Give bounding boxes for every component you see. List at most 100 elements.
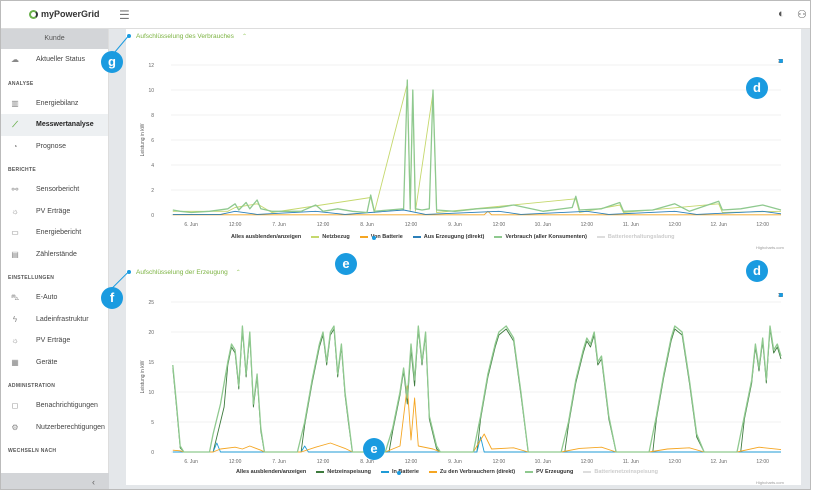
legend-swatch — [428, 471, 437, 473]
collapse-chevron-icon[interactable]: ⌃ — [241, 34, 247, 40]
sidebar-item[interactable]: ⚙ Nutzerberechtigungen — [1, 417, 108, 439]
legend-item[interactable]: Aus Erzeugung (direkt) — [412, 234, 485, 240]
legend-label: Zu den Verbrauchern (direkt) — [439, 469, 516, 475]
highcharts-credit[interactable]: Highcharts.com — [756, 480, 784, 485]
theme-toggle-icon[interactable]: ◐ — [778, 8, 785, 20]
x-tick-label: 12:00 — [581, 222, 594, 228]
sidebar-section-label: ANALYSE — [8, 80, 34, 87]
sidebar-item[interactable]: ⚯ Sensorbericht — [1, 179, 108, 201]
legend-item[interactable]: Batterieerhaltungsladung — [596, 234, 675, 240]
sidebar-item[interactable]: ▤ Zählerstände — [1, 244, 108, 266]
collapse-sidebar-button[interactable]: ‹ — [1, 473, 109, 489]
x-tick-label: 12:00 — [405, 459, 418, 465]
customer-header[interactable]: Kunde — [1, 29, 108, 49]
sidebar-item-label: Prognose — [36, 142, 66, 150]
sidebar-item[interactable]: ▦ Geräte — [1, 352, 108, 374]
sidebar-item[interactable]: ◻ Benachrichtigungen — [1, 395, 108, 417]
user-icon[interactable]: ⚇ — [797, 9, 807, 21]
sidebar-item[interactable]: ☼ PV Erträge — [1, 201, 108, 223]
sun-icon: ☼ — [11, 336, 19, 346]
sidebar-item-label: E-Auto — [36, 294, 58, 302]
legend-label: Verbrauch (aller Konsumenten) — [505, 234, 587, 240]
legend-item[interactable]: Verbrauch (aller Konsumenten) — [494, 234, 587, 240]
series-line-netzbezug[interactable] — [172, 83, 782, 213]
legend-item[interactable]: Batterienetzeinspeisung — [583, 469, 658, 475]
collapse-chevron-icon[interactable]: ⌃ — [235, 270, 241, 276]
legend-item[interactable]: PV Erzeugung — [525, 469, 573, 475]
series-line-aus-erzeugung-direkt-[interactable] — [172, 209, 782, 215]
legend-swatch — [311, 236, 320, 238]
x-tick-label: 12:00 — [229, 222, 242, 228]
y-axis-label: Leistung in kW — [140, 123, 146, 156]
sidebar-item[interactable]: ☼ PV Erträge — [1, 330, 108, 352]
sidebar-item-label: Zählerstände — [36, 250, 77, 258]
sidebar-item[interactable]: ϟ Ladeinfrastruktur — [1, 309, 108, 331]
callout-dot — [127, 270, 131, 274]
y-tick-label: 10 — [148, 88, 154, 94]
consumption-legend: Alles ausblenden/anzeigen Netzbezug Von B… — [231, 234, 675, 240]
callout-d: d — [746, 77, 768, 99]
callout-f: f — [101, 287, 123, 309]
legend-swatch — [494, 236, 503, 238]
x-tick-label: 6. Jun — [184, 459, 198, 465]
y-tick-label: 12 — [148, 63, 154, 69]
y-axis-label: Leistung in kW — [140, 360, 146, 393]
sidebar-item[interactable]: ☁ Aktueller Status — [1, 49, 108, 71]
sidebar-item[interactable]: ⟋ Messwertanalyse — [1, 114, 108, 136]
sidebar-section-label: WECHSELN NACH — [8, 448, 57, 454]
sidebar-section-label: BERICHTE — [8, 167, 36, 173]
legend-item[interactable]: Zu den Verbrauchern (direkt) — [428, 469, 516, 475]
y-tick-label: 5 — [151, 420, 154, 426]
x-tick-label: 11. Jun — [623, 222, 639, 228]
hamburger-menu-icon[interactable]: ☰ — [119, 8, 130, 22]
callout-d: d — [746, 260, 768, 282]
series-line-verbrauch-aller-konsumenten-[interactable] — [172, 79, 782, 214]
series-line-von-batterie[interactable] — [172, 210, 781, 216]
legend-swatch — [525, 471, 534, 473]
bar-chart-icon: ▥ — [11, 98, 19, 108]
sidebar-item-label: PV Erträge — [36, 337, 71, 345]
callout-dot — [127, 34, 131, 38]
x-tick-label: 10. Jun — [535, 459, 552, 465]
series-line-in-batterie[interactable] — [172, 436, 781, 453]
charging-icon: ϟ — [12, 314, 18, 324]
series-line-zu-den-verbrauchern-direkt-[interactable] — [172, 385, 782, 453]
x-tick-label: 12. Jun — [711, 459, 728, 465]
chart-title-generation: Aufschlüsselung der Erzeugung ⌃ — [136, 269, 241, 276]
sidebar-item[interactable]: ▭ Energiebericht — [1, 222, 108, 244]
main-content: Aufschlüsselung des Verbrauches⌃ ≡ 02468… — [126, 29, 801, 485]
devices-icon: ▦ — [11, 357, 19, 367]
legend-label: Batterienetzeinspeisung — [594, 469, 658, 475]
nav-list: ☁ Aktueller Status ANALYSE ▥ Energiebilanz ⟋ M… — [1, 49, 108, 460]
callout-dot — [779, 293, 783, 297]
logo[interactable]: myPowerGrid — [29, 9, 100, 19]
y-tick-label: 15 — [148, 360, 154, 366]
x-tick-label: 12:00 — [229, 459, 242, 465]
x-tick-label: 12. Jun — [711, 222, 728, 228]
legend-toggle-all[interactable]: Alles ausblenden/anzeigen — [231, 234, 302, 240]
highcharts-credit[interactable]: Highcharts.com — [756, 245, 784, 250]
generation-legend: Alles ausblenden/anzeigen Netzeinspeisun… — [236, 469, 658, 475]
line-chart-icon: ⟋ — [12, 119, 18, 129]
sidebar-item[interactable]: ⛍ E-Auto — [1, 287, 108, 309]
legend-item[interactable]: Netzbezug — [311, 234, 350, 240]
y-tick-label: 0 — [151, 213, 154, 219]
legend-label: Batterieerhaltungsladung — [607, 234, 675, 240]
legend-item[interactable]: Von Batterie — [359, 234, 403, 240]
consumption-chart: 0 2 4 6 8 10 12 Leistung in kW 6. Jun 12:00 7. Jun… — [140, 63, 782, 228]
series-line-pv-erzeugung[interactable] — [172, 325, 782, 453]
x-tick-label: 8. Jun — [360, 459, 374, 465]
legend-item[interactable]: In Batterie — [381, 469, 419, 475]
sidebar-item[interactable]: ◔ Prognose — [1, 136, 108, 158]
legend-label: Netzeinspeisung — [327, 469, 371, 475]
x-tick-label: 8. Jun — [360, 222, 374, 228]
sidebar-item-label: Energiebericht — [36, 229, 82, 237]
legend-item[interactable]: Netzeinspeisung — [316, 469, 371, 475]
x-tick-label: 12:00 — [581, 459, 594, 465]
legend-label: Aus Erzeugung (direkt) — [423, 234, 485, 240]
sidebar-item[interactable]: ▥ Energiebilanz — [1, 93, 108, 115]
sidebar-item-label: Geräte — [36, 358, 58, 366]
logo-icon — [29, 9, 38, 19]
folder-icon: ▭ — [11, 228, 19, 238]
legend-toggle-all[interactable]: Alles ausblenden/anzeigen — [236, 469, 307, 475]
